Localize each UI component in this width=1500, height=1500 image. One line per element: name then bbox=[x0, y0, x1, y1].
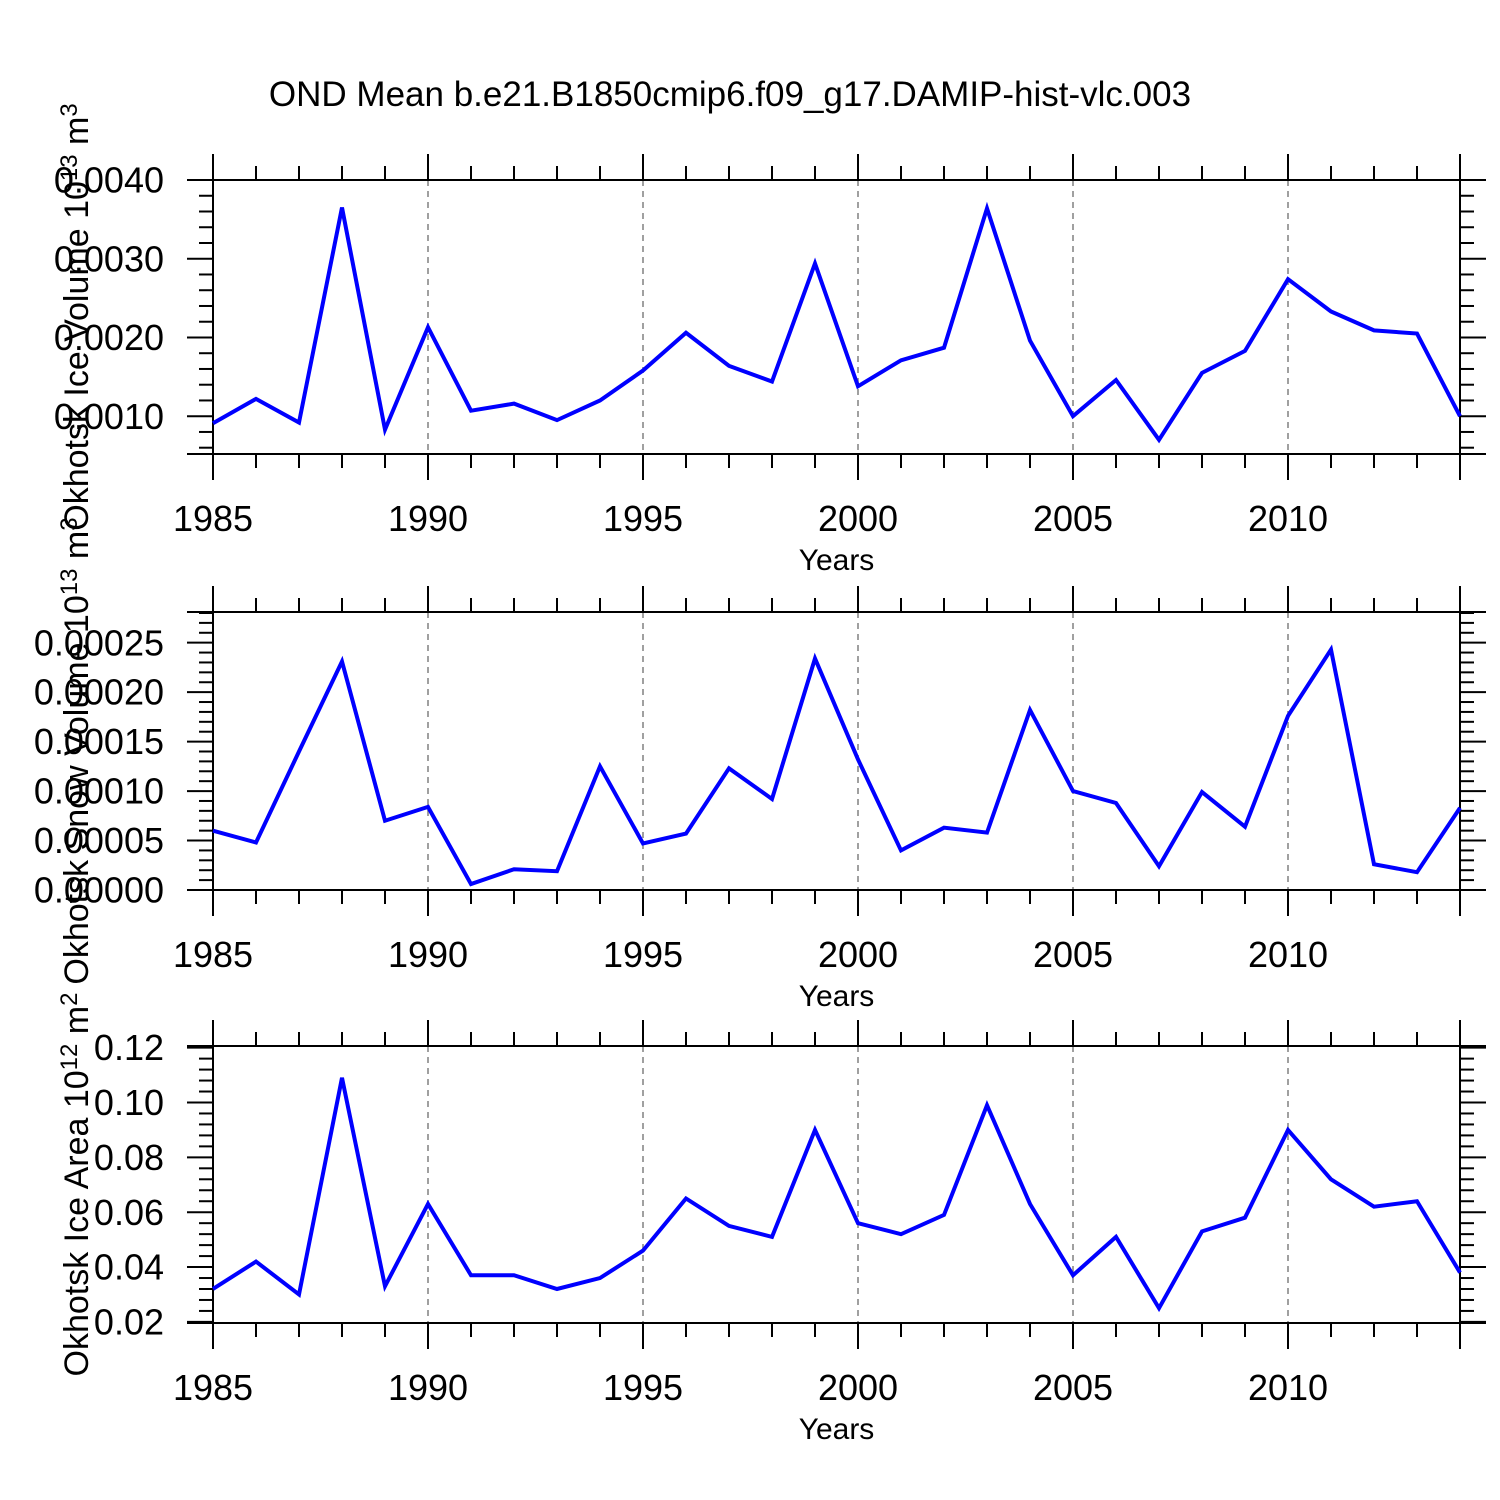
x-tick-label: 2005 bbox=[1033, 934, 1113, 975]
y-tick-label: 0.06 bbox=[94, 1192, 164, 1233]
x-axis-title-ice-volume: Years bbox=[799, 544, 875, 577]
y-tick-label: 0.00005 bbox=[34, 820, 164, 861]
x-tick-label: 1985 bbox=[173, 1367, 253, 1408]
x-tick-label: 1995 bbox=[603, 934, 683, 975]
x-tick-label: 1995 bbox=[603, 1367, 683, 1408]
y-tick-label: 0.00015 bbox=[34, 721, 164, 762]
x-ticks-ice-area bbox=[212, 1020, 1461, 1349]
y-ticks-ice-volume: 0.0010 0.0020 0.0030 0.0040 bbox=[54, 160, 1486, 449]
gridlines-ice-volume bbox=[427, 180, 1289, 454]
charts-group: 0.0010 0.0020 0.0030 0.0040 1985 1990 1995 2000… bbox=[34, 103, 1486, 1446]
chart-ice-volume: 0.0010 0.0020 0.0030 0.0040 1985 1990 1995 2000… bbox=[54, 103, 1486, 577]
y-ticks-ice-area: 0.02 0.04 0.06 0.08 0.10 0.12 bbox=[94, 1027, 1486, 1343]
x-tick-label: 1990 bbox=[388, 934, 468, 975]
x-tick-label: 2010 bbox=[1248, 934, 1328, 975]
series-line-ice-volume bbox=[212, 201, 1462, 444]
y-tick-label: 0.08 bbox=[94, 1137, 164, 1178]
x-axis-title-snow-volume: Years bbox=[799, 980, 875, 1013]
y-tick-label: 0.00025 bbox=[34, 622, 164, 663]
y-tick-label: 0.0030 bbox=[54, 238, 164, 279]
gridlines-snow-volume bbox=[427, 612, 1289, 890]
y-tick-label: 0.00020 bbox=[34, 672, 164, 713]
frame-ice-area bbox=[187, 1020, 1486, 1349]
frame-ice-volume bbox=[187, 154, 1486, 480]
x-ticks-snow-volume bbox=[212, 586, 1461, 916]
x-tick-label: 1990 bbox=[388, 1367, 468, 1408]
y-tick-label: 0.0010 bbox=[54, 396, 164, 437]
y-tick-label: 0.12 bbox=[94, 1027, 164, 1068]
series-line-ice-area bbox=[211, 1077, 1462, 1313]
x-tick-label: 1995 bbox=[603, 498, 683, 539]
x-tick-label: 2000 bbox=[818, 934, 898, 975]
y-tick-label: 0.00000 bbox=[34, 870, 164, 911]
x-tick-labels-snow-volume: 1985 1990 1995 2000 2005 2010 bbox=[173, 934, 1328, 975]
chart-ice-area: 0.02 0.04 0.06 0.08 0.10 0.12 1985 1990 1995 2000… bbox=[56, 992, 1486, 1446]
y-tick-label: 0.0040 bbox=[54, 160, 164, 201]
x-tick-label: 1985 bbox=[173, 934, 253, 975]
x-tick-labels-ice-volume: 1985 1990 1995 2000 2005 2010 bbox=[173, 498, 1328, 539]
y-axis-title-ice-area: Okhotsk Ice Area 1012 m2 bbox=[56, 992, 96, 1376]
y-tick-label: 0.0020 bbox=[54, 317, 164, 358]
y-tick-label: 0.04 bbox=[94, 1247, 164, 1288]
y-ticks-snow-volume: 0.00000 0.00005 0.00010 0.00015 0.00020 0.000… bbox=[34, 611, 1486, 911]
chart-snow-volume: 0.00000 0.00005 0.00010 0.00015 0.00020 0.000… bbox=[34, 517, 1486, 1013]
x-tick-label: 1990 bbox=[388, 498, 468, 539]
x-tick-label: 2005 bbox=[1033, 498, 1113, 539]
x-ticks-ice-volume bbox=[212, 154, 1461, 480]
x-tick-label: 2005 bbox=[1033, 1367, 1113, 1408]
y-tick-label: 0.00010 bbox=[34, 771, 164, 812]
x-tick-label: 2000 bbox=[818, 1367, 898, 1408]
frame-snow-volume bbox=[187, 586, 1486, 916]
y-axis-title-ice-volume: Okhotsk Ice Volume 1013 m3 bbox=[56, 103, 96, 530]
figure-title: OND Mean b.e21.B1850cmip6.f09_g17.DAMIP-… bbox=[269, 75, 1191, 114]
x-tick-label: 1985 bbox=[173, 498, 253, 539]
x-tick-label: 2010 bbox=[1248, 498, 1328, 539]
x-tick-label: 2010 bbox=[1248, 1367, 1328, 1408]
gridlines-ice-area bbox=[427, 1046, 1289, 1323]
y-tick-label: 0.10 bbox=[94, 1082, 164, 1123]
x-tick-label: 2000 bbox=[818, 498, 898, 539]
series-line-snow-volume bbox=[212, 644, 1462, 887]
y-tick-label: 0.02 bbox=[94, 1302, 164, 1343]
x-tick-labels-ice-area: 1985 1990 1995 2000 2005 2010 bbox=[173, 1367, 1328, 1408]
x-axis-title-ice-area: Years bbox=[799, 1413, 875, 1446]
y-axis-title-snow-volume: Okhotsk Snow Volume 1013 m3 bbox=[56, 517, 96, 984]
